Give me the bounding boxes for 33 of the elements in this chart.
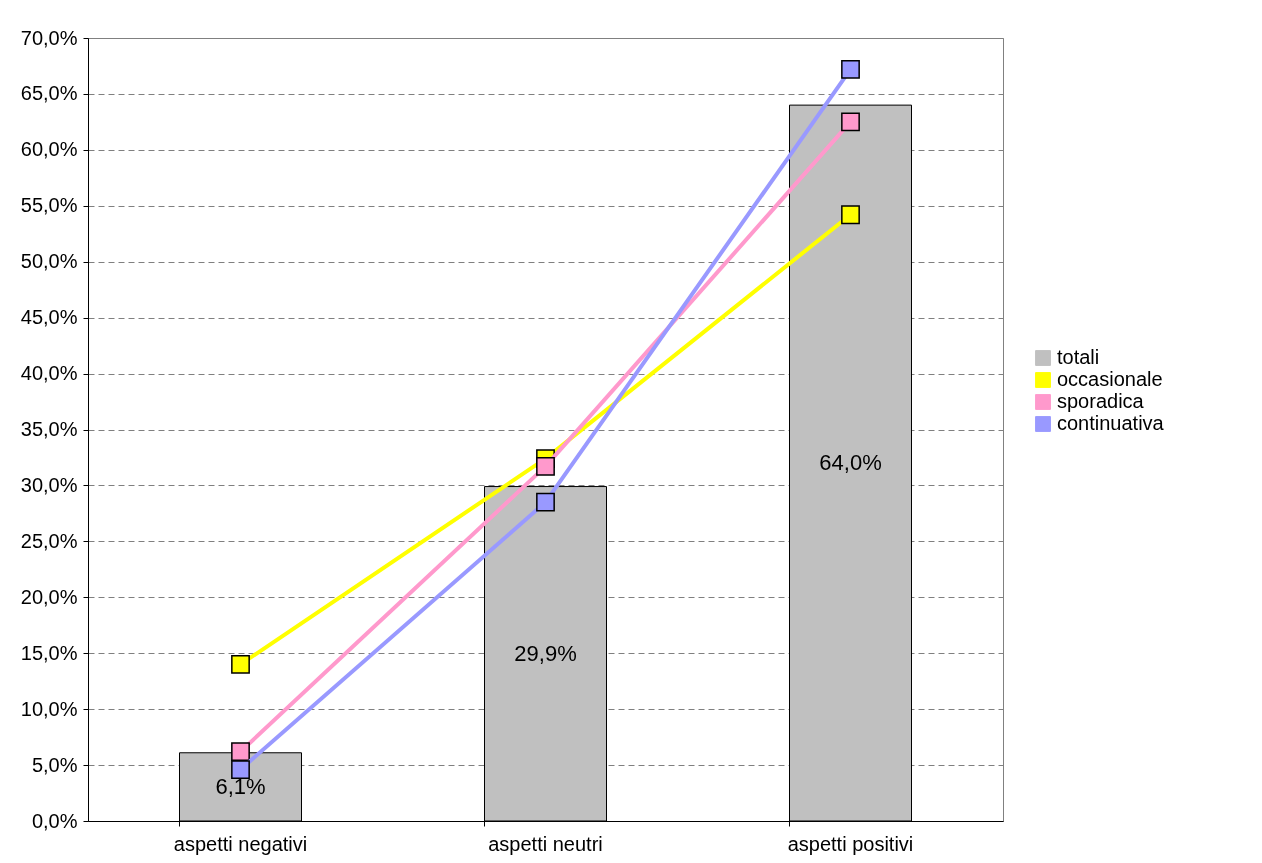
data-label: 29,9% xyxy=(514,640,577,666)
y-tick-label: 35,0% xyxy=(20,418,78,440)
y-tick-label: 60,0% xyxy=(20,138,78,161)
legend-label: sporadica xyxy=(1057,390,1145,412)
y-tick-label: 70,0% xyxy=(20,26,78,49)
point xyxy=(841,112,860,132)
point xyxy=(536,492,555,512)
x-tick-label: aspetti positivi xyxy=(787,832,914,855)
x-tick-label: aspetti neutri xyxy=(488,832,603,855)
legend-label: totali xyxy=(1057,346,1100,368)
point xyxy=(536,457,555,476)
y-tick-label: 30,0% xyxy=(20,473,78,496)
y-tick-label: 40,0% xyxy=(20,362,78,385)
point xyxy=(231,654,250,674)
y-tick-label: 25,0% xyxy=(20,529,78,552)
legend-label: occasionale xyxy=(1057,368,1163,390)
point xyxy=(231,742,250,762)
y-tick-label: 50,0% xyxy=(20,250,78,273)
legend-label: continuativa xyxy=(1057,412,1165,434)
y-tick-label: 15,0% xyxy=(20,641,78,664)
y-tick-label: 10,0% xyxy=(20,697,78,720)
y-tick-label: 55,0% xyxy=(20,194,78,217)
y-tick-label: 0,0% xyxy=(31,809,78,832)
point xyxy=(231,760,250,779)
point xyxy=(841,59,860,79)
y-tick-label: 65,0% xyxy=(20,82,78,105)
y-tick-label: 5,0% xyxy=(31,753,78,776)
data-label: 6,1% xyxy=(215,773,266,799)
y-tick-label: 45,0% xyxy=(20,306,78,329)
data-label: 64,0% xyxy=(819,450,882,476)
y-tick-label: 20,0% xyxy=(20,585,78,608)
x-tick-label: aspetti negativi xyxy=(173,832,308,855)
point xyxy=(841,205,860,225)
